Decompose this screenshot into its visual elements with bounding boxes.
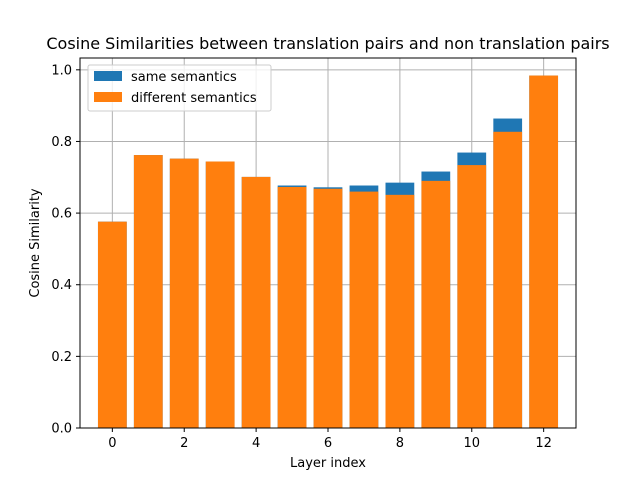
bar-different-semantics-9 [421,180,451,428]
y-tick-label-1.0: 1.0 [51,63,72,78]
bar-different-semantics-6 [313,188,343,428]
bar-different-semantics-12 [529,75,559,429]
x-tick-label-12: 12 [535,436,552,451]
bar-different-semantics-10 [457,165,487,429]
legend-label-different-semantics: different semantics [131,91,257,106]
bar-different-semantics-4 [241,176,271,428]
y-tick-label-0.0: 0.0 [51,422,72,437]
bar-different-semantics-3 [205,161,235,428]
y-tick-label-0.4: 0.4 [51,278,72,293]
bar-different-semantics-11 [493,131,523,428]
bars [97,75,559,429]
x-tick-label-10: 10 [463,436,480,451]
bar-different-semantics-2 [169,158,199,428]
x-tick-label-8: 8 [396,436,404,451]
y-tick-label-0.6: 0.6 [51,207,72,222]
x-axis-label: Layer index [290,456,366,471]
bar-different-semantics-8 [385,194,415,428]
x-tick-label-0: 0 [108,436,116,451]
legend: same semantics different semantics [87,64,272,112]
x-tick-label-2: 2 [180,436,188,451]
legend-box [87,64,272,112]
legend-swatch-different-semantics [94,92,122,102]
bar-different-semantics-5 [277,186,307,428]
y-tick-label-0.2: 0.2 [51,350,72,365]
y-tick-label-0.8: 0.8 [51,135,72,150]
x-tick-label-4: 4 [252,436,260,451]
legend-swatch-same-semantics [94,71,122,81]
x-tick-label-6: 6 [324,436,332,451]
ticks: 0 2 4 6 8 10 12 0.0 0.2 0.4 0.6 0.8 1.0 [51,63,552,451]
y-axis-label: Cosine Similarity [28,188,43,298]
chart-title: Cosine Similarities between translation … [46,34,609,53]
bar-different-semantics-0 [97,221,127,428]
bar-different-semantics-7 [349,191,379,428]
bar-different-semantics-1 [133,155,163,428]
legend-label-same-semantics: same semantics [131,70,237,85]
